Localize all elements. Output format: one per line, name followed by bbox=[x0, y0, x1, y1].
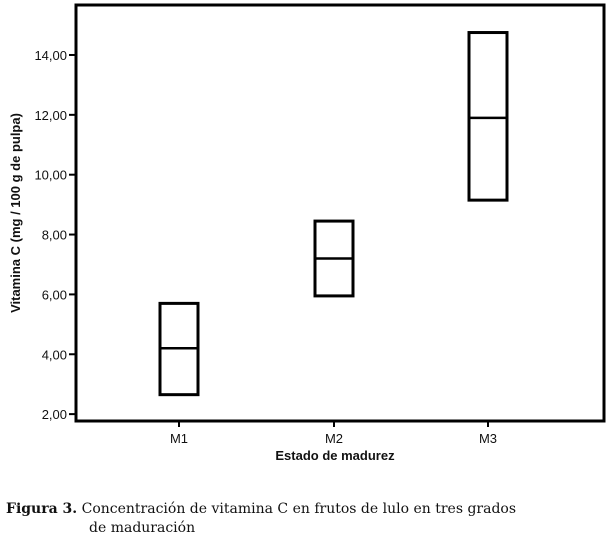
y-tick-label: 10,00 bbox=[34, 168, 67, 183]
box-M3 bbox=[467, 31, 509, 202]
box-M1 bbox=[158, 301, 200, 397]
plot-frame bbox=[74, 3, 606, 423]
y-tick-label: 2,00 bbox=[42, 407, 67, 422]
y-axis-label: Vitamina C (mg / 100 g de pulpa) bbox=[8, 113, 23, 313]
box-M2 bbox=[313, 219, 355, 298]
x-tick-label: M1 bbox=[170, 431, 188, 446]
caption-label: Figura 3. bbox=[6, 501, 78, 517]
figure-caption: Figura 3. Concentración de vitamina C en… bbox=[6, 500, 606, 538]
y-tick-label: 8,00 bbox=[42, 228, 67, 243]
x-tick-label: M3 bbox=[479, 431, 497, 446]
x-tick-label: M2 bbox=[325, 431, 343, 446]
box-range bbox=[467, 31, 509, 202]
caption-text-line2: de maduración bbox=[89, 520, 196, 536]
y-tick-label: 4,00 bbox=[42, 347, 67, 362]
caption-text-line1: Concentración de vitamina C en frutos de… bbox=[81, 501, 517, 517]
y-tick-label: 12,00 bbox=[34, 108, 67, 123]
y-tick-label: 6,00 bbox=[42, 287, 67, 302]
y-tick-label: 14,00 bbox=[34, 48, 67, 63]
vitamin-c-chart: 2,00 4,00 6,00 8,00 10,00 12,00 14,00 M1 M2 M3 V… bbox=[8, 3, 606, 463]
x-axis-label: Estado de madurez bbox=[275, 448, 395, 463]
